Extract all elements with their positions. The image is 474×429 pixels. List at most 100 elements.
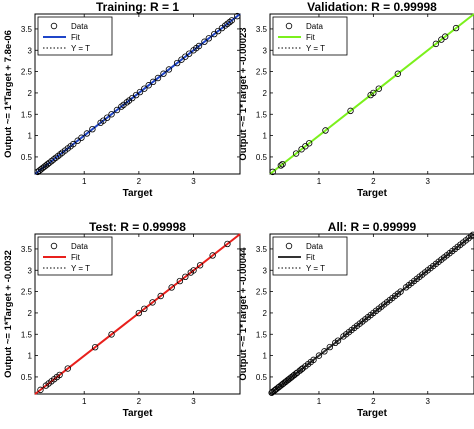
data-point <box>185 50 193 57</box>
legend-label: Data <box>71 242 88 251</box>
data-point <box>108 331 115 338</box>
panel-1: 1 2 3 0.5 1 1.5 2 2.5 3 3.5 Data Fit Y = T Training: … <box>3 0 241 199</box>
y-tick-label: 1 <box>28 352 33 361</box>
y-tick-label: 2 <box>28 89 33 98</box>
data-point <box>173 59 181 67</box>
y-tick-label: 0.5 <box>256 373 268 382</box>
data-point <box>269 168 276 176</box>
data-point <box>37 386 44 394</box>
y-tick-label: 3.5 <box>21 25 33 34</box>
x-tick-label: 2 <box>137 177 142 186</box>
x-tick-label: 2 <box>371 177 376 186</box>
data-point <box>70 140 77 148</box>
y-tick-label: 3 <box>263 266 268 275</box>
panel-4: 1 2 3 0.5 1 1.5 2 2.5 3 3.5 Data Fit Y = T All: R = 0… <box>238 220 474 419</box>
legend-data-marker <box>285 22 293 30</box>
legend-data-marker <box>285 242 293 250</box>
y-axis-label: Output ~= 1*Target + -0.00023 <box>238 27 249 160</box>
y-tick-label: 1 <box>263 132 268 141</box>
data-point <box>226 18 233 26</box>
data-point <box>441 33 449 40</box>
y-tick-label: 2 <box>263 89 268 98</box>
data-point <box>52 154 59 161</box>
x-tick-label: 1 <box>317 177 322 186</box>
data-point <box>370 89 377 97</box>
data-point <box>228 17 235 24</box>
data-point <box>145 82 152 89</box>
data-point <box>322 127 329 134</box>
y-axis-label: Output ~= 1*Target + -0.00044 <box>238 247 249 381</box>
data-point <box>78 134 85 141</box>
y-tick-label: 3 <box>263 46 268 55</box>
data-point <box>56 151 64 158</box>
data-point <box>182 273 189 281</box>
panel-2: 1 2 3 0.5 1 1.5 2 2.5 3 3.5 Data Fit Y = T Validation… <box>238 0 474 199</box>
data-point <box>469 231 474 239</box>
data-point <box>432 40 440 48</box>
data-point <box>141 305 148 313</box>
data-point <box>222 22 229 29</box>
data-point <box>91 344 99 351</box>
y-tick-label: 3.5 <box>21 245 33 254</box>
legend-label: Y = T <box>306 44 325 53</box>
data-point <box>321 348 328 355</box>
y-tick-label: 0.5 <box>256 153 268 162</box>
data-point <box>83 130 91 137</box>
y-tick-label: 2.5 <box>256 288 268 297</box>
data-point <box>224 240 231 248</box>
y-tick-label: 2.5 <box>256 68 268 77</box>
y-axis-label: Output ~= 1*Target + -0.0032 <box>3 250 14 378</box>
data-point <box>347 107 354 115</box>
data-point <box>201 38 208 45</box>
legend-label: Y = T <box>306 264 325 273</box>
y-tick-label: 0.5 <box>21 153 33 162</box>
data-point <box>157 292 164 300</box>
panel-3: 1 2 3 0.5 1 1.5 2 2.5 3 3.5 Data Fit Y = T Test: R = … <box>3 220 241 419</box>
data-point <box>196 262 204 269</box>
y-tick-label: 3 <box>28 46 33 55</box>
data-point <box>108 111 115 118</box>
data-point <box>397 288 404 295</box>
data-point <box>292 150 300 157</box>
y-tick-label: 0.5 <box>21 373 33 382</box>
data-point <box>165 66 173 73</box>
data-point <box>141 85 148 92</box>
data-point <box>326 343 334 351</box>
data-point <box>103 114 111 121</box>
data-point <box>118 103 125 110</box>
y-axis-label: Output ~= 1*Target + 7.8e-06 <box>3 30 14 158</box>
x-tick-label: 1 <box>82 177 87 186</box>
data-point <box>205 35 213 42</box>
panel-title: All: R = 0.99999 <box>328 220 417 234</box>
x-tick-label: 3 <box>191 397 196 406</box>
data-point <box>305 140 313 147</box>
data-point <box>224 20 231 28</box>
y-tick-label: 3.5 <box>256 25 268 34</box>
data-point <box>135 309 143 317</box>
data-point <box>113 106 121 114</box>
data-point <box>277 162 285 169</box>
fit-line <box>34 233 241 395</box>
legend: Data Fit Y = T <box>37 236 113 276</box>
y-tick-label: 1.5 <box>21 330 33 339</box>
data-point <box>334 337 342 344</box>
legend-label: Fit <box>71 253 81 262</box>
y-tick-label: 1 <box>263 352 268 361</box>
legend: Data Fit Y = T <box>272 16 348 56</box>
legend-label: Data <box>306 242 323 251</box>
data-point <box>176 277 184 285</box>
data-point <box>154 74 162 82</box>
legend-label: Fit <box>306 253 316 262</box>
x-tick-label: 1 <box>317 397 322 406</box>
x-tick-label: 1 <box>82 397 87 406</box>
x-tick-label: 2 <box>137 397 142 406</box>
x-tick-label: 3 <box>191 177 196 186</box>
data-point <box>168 284 175 291</box>
data-point <box>46 159 53 167</box>
data-point <box>54 152 62 160</box>
data-point <box>234 12 241 20</box>
x-axis-label: Target <box>123 408 153 419</box>
legend-label: Y = T <box>71 44 90 53</box>
